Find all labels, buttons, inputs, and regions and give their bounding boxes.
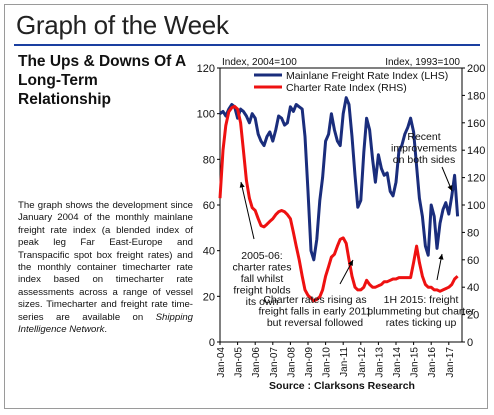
right-tick-label-1: 20 <box>467 310 479 322</box>
left-tick-label-2: 40 <box>203 246 215 258</box>
x-tick-label-13: Jan-17 <box>445 347 456 378</box>
left-tick-label-5: 100 <box>197 109 215 121</box>
description-emphasis: Shipping Intelligence Network <box>18 311 193 336</box>
right-axis-title: Index, 1993=100 <box>385 57 460 68</box>
right-tick-label-5: 100 <box>467 200 485 212</box>
right-tick-label-9: 180 <box>467 90 485 102</box>
x-tick-label-8: Jan-12 <box>357 347 368 378</box>
x-tick-label-10: Jan-14 <box>392 347 403 378</box>
x-tick-label-1: Jan-05 <box>234 347 245 378</box>
description-text: The graph shows the development since Ja… <box>18 200 193 323</box>
right-tick-label-3: 60 <box>467 255 479 267</box>
series-line-freight <box>219 96 460 262</box>
annotation-arrowhead-y2011 <box>348 260 353 266</box>
headline: The Ups & Downs Of A Long-Term Relations… <box>18 53 186 108</box>
right-tick-label-10: 200 <box>467 63 485 75</box>
x-tick-label-0: Jan-04 <box>216 347 227 378</box>
description: The graph shows the development since Ja… <box>18 200 193 336</box>
left-axis-title: Index, 2004=100 <box>222 57 297 68</box>
right-tick-label-2: 40 <box>467 282 479 294</box>
right-tick-label-6: 120 <box>467 173 485 185</box>
annotation-y0506-line-0: 2005-06: <box>241 250 282 262</box>
annotation-h2015-line-1: plummeting but charter <box>367 306 475 318</box>
x-tick-label-3: Jan-07 <box>269 347 280 378</box>
x-tick-label-7: Jan-11 <box>339 347 350 377</box>
annotation-y0506-line-3: freight holds <box>233 285 290 297</box>
annotation-h2015-line-2: rates ticking up <box>386 317 457 329</box>
annotation-arrow-y0506 <box>240 181 255 240</box>
page-title: Graph of the Week <box>16 10 229 40</box>
x-tick-label-12: Jan-16 <box>427 347 438 378</box>
annotation-arrowhead-y0506 <box>239 182 245 188</box>
graph-frame <box>4 4 488 409</box>
right-tick-label-0: 0 <box>467 337 473 349</box>
annotation-y0506-line-1: charter rates <box>233 262 292 274</box>
left-tick-label-4: 80 <box>203 154 215 166</box>
annotation-arrowhead-h2015 <box>438 254 444 260</box>
annotation-arrowhead-recent <box>447 185 453 191</box>
annotation-y0506-line-2: fall whilst <box>241 273 284 285</box>
annotation-y2011-line-1: freight falls in early 2011 <box>258 306 371 318</box>
legend-label-charter: Charter Rate Index (RHS) <box>286 82 407 94</box>
source-credit: Source : Clarksons Research <box>269 380 415 392</box>
left-tick-label-3: 60 <box>203 200 215 212</box>
x-tick-label-9: Jan-13 <box>374 347 385 378</box>
x-tick-label-4: Jan-08 <box>286 347 297 378</box>
annotation-y2011-line-0: Charter rates rising as <box>263 294 366 306</box>
x-tick-label-5: Jan-09 <box>304 347 315 378</box>
title-rule <box>14 44 480 46</box>
annotation-recent-line-1: improvements <box>391 143 457 155</box>
x-tick-label-6: Jan-10 <box>322 347 333 378</box>
left-tick-label-1: 20 <box>203 291 215 303</box>
series-line-charter <box>218 104 459 303</box>
annotation-y2011-line-2: but reversal followed <box>267 317 363 329</box>
left-tick-label-6: 120 <box>197 63 215 75</box>
x-tick-label-11: Jan-15 <box>410 347 421 378</box>
legend-label-freight: Mainlane Freight Rate Index (LHS) <box>286 70 448 82</box>
annotation-recent-line-2: on both sides <box>393 154 455 166</box>
right-tick-label-4: 80 <box>467 227 479 239</box>
description-end: . <box>104 324 108 336</box>
right-tick-label-7: 140 <box>467 145 485 157</box>
x-tick-label-2: Jan-06 <box>251 347 262 378</box>
chart: 0 20 40 60 80 100 120 0 20 40 60 80 100 120 140 160 180 2… <box>197 57 486 378</box>
left-tick-label-0: 0 <box>209 337 215 349</box>
annotation-recent-line-0: Recent <box>407 131 440 143</box>
right-tick-label-8: 160 <box>467 118 485 130</box>
annotation-h2015-line-0: 1H 2015: freight <box>384 294 459 306</box>
annotation-y0506-line-4: its own <box>246 296 279 308</box>
